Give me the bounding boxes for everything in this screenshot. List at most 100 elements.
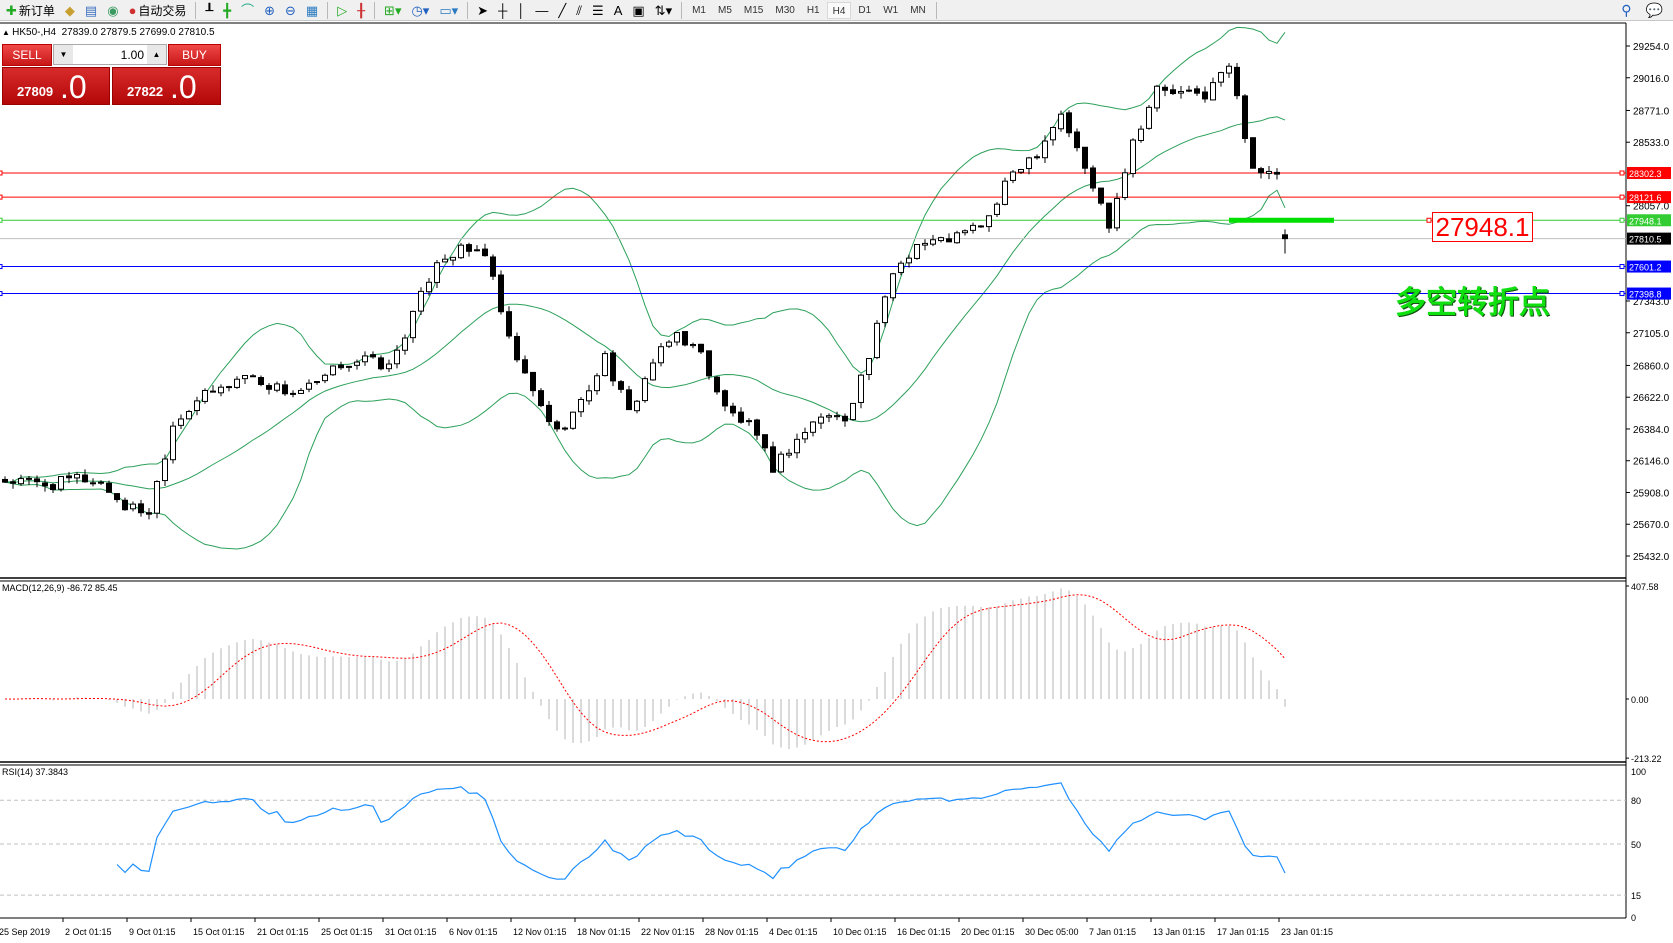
- timeframe-m1[interactable]: M1: [692, 4, 706, 16]
- price-label: 27810.5: [1629, 235, 1662, 245]
- bull-candle: [1138, 128, 1144, 141]
- periods-icon: ◷▾: [411, 2, 430, 18]
- level-price-label[interactable]: 27948.1: [1432, 212, 1533, 242]
- bear-candle: [90, 482, 96, 485]
- price-label: 28121.6: [1629, 193, 1662, 203]
- buy-price-big: .0: [170, 69, 197, 105]
- volume-input[interactable]: [73, 45, 147, 64]
- volume-increase-button[interactable]: ▲: [147, 45, 166, 64]
- timeframe-h1[interactable]: H1: [806, 4, 820, 16]
- bear-candle: [266, 385, 272, 390]
- toolbar: ✚ 新订单 ◆ ▤ ◉ ● 自动交易 ┸ ╋ ⌒ ⊕ ⊖ ▦ ▷ ╂ ⊞▾ ◷▾ ▭…: [0, 0, 1673, 21]
- bear-candle: [554, 421, 560, 430]
- cursor-button[interactable]: ➤: [473, 1, 492, 20]
- bear-candle: [1066, 112, 1072, 134]
- price-label-box: [1627, 191, 1671, 204]
- auto-trading-button[interactable]: ● 自动交易: [125, 1, 191, 20]
- bear-candle: [754, 419, 760, 436]
- bear-candle: [618, 381, 624, 390]
- line-anchor: [1619, 217, 1625, 223]
- buy-button[interactable]: BUY: [168, 44, 221, 66]
- bull-candle: [818, 416, 824, 424]
- bull-candle: [242, 374, 248, 380]
- bull-candle: [578, 398, 584, 413]
- crosshair-button[interactable]: ┼: [494, 1, 511, 20]
- chart-shift-button[interactable]: ▷: [333, 1, 351, 20]
- periods-button[interactable]: ◷▾: [407, 1, 433, 20]
- bull-candle: [458, 244, 464, 259]
- equidistant-channel-button[interactable]: ⫽: [572, 1, 586, 20]
- bear-candle: [610, 352, 616, 382]
- bear-candle: [34, 478, 40, 483]
- chat-icon[interactable]: 💬: [1645, 2, 1663, 18]
- indicators-button[interactable]: ⊞▾: [380, 1, 405, 20]
- bull-candle: [594, 375, 600, 392]
- text-label-icon: ▣: [632, 2, 645, 18]
- bear-candle: [466, 244, 472, 252]
- pivot-annotation-text[interactable]: 多空转折点: [1395, 285, 1550, 321]
- volume-stepper[interactable]: ▼ ▲: [53, 44, 167, 65]
- bull-candle: [914, 244, 920, 259]
- price-tick-label: 26860.0: [1633, 361, 1670, 372]
- macd-tick-label: 0.00: [1631, 695, 1649, 705]
- bull-candle: [1122, 172, 1128, 198]
- text-label-button[interactable]: ▣: [628, 1, 648, 20]
- market-watch-button[interactable]: ▤: [81, 1, 101, 20]
- line-chart-button[interactable]: ⌒: [237, 1, 258, 20]
- search-icon[interactable]: ⚲: [1621, 2, 1632, 18]
- fibonacci-button[interactable]: ☰: [588, 1, 608, 20]
- text-button[interactable]: A: [610, 1, 627, 20]
- bear-candle: [1170, 89, 1176, 95]
- bear-candle: [66, 475, 72, 479]
- arrows-button[interactable]: ⇅▾: [651, 1, 676, 20]
- chart-header-text: HK50-,H4 27839.0 27879.5 27699.0 27810.5: [12, 27, 215, 38]
- price-tick-label: 28771.0: [1633, 106, 1670, 117]
- timeframe-m15[interactable]: M15: [743, 4, 764, 16]
- timeframe-m30[interactable]: M30: [775, 4, 795, 16]
- horizontal-line-button[interactable]: —: [531, 1, 552, 20]
- bull-candle: [74, 473, 80, 479]
- text-icon: A: [613, 2, 623, 18]
- timeframe-w1[interactable]: W1: [883, 4, 899, 16]
- price-label-box: [1627, 214, 1671, 227]
- zoom-in-button[interactable]: ⊕: [260, 1, 279, 20]
- bear-candle: [490, 256, 496, 277]
- timeframe-d1[interactable]: D1: [858, 4, 872, 16]
- volume-decrease-button[interactable]: ▼: [54, 45, 73, 64]
- macd-label: MACD(12,26,9) -86.72 85.45: [2, 583, 118, 593]
- bear-candle: [42, 482, 48, 487]
- timeframe-h4[interactable]: H4: [826, 1, 852, 19]
- signals-button[interactable]: ◉: [103, 1, 122, 20]
- bear-candle: [1250, 137, 1256, 169]
- trendline-button[interactable]: ╱: [554, 1, 570, 20]
- time-tick-label: 10 Dec 01:15: [833, 927, 887, 937]
- macd-signal-line: [4, 594, 1286, 743]
- tile-windows-button[interactable]: ▦: [302, 1, 322, 20]
- collapse-triangle-icon[interactable]: ▲: [2, 28, 13, 37]
- sell-button[interactable]: SELL: [2, 44, 52, 66]
- bull-candle: [666, 341, 672, 347]
- bull-candle: [602, 353, 608, 377]
- bull-candle: [274, 383, 280, 391]
- time-tick-label: 17 Jan 01:15: [1217, 927, 1269, 937]
- bull-candle: [154, 481, 160, 514]
- buy-price-button[interactable]: 27822 .0: [112, 67, 221, 105]
- bear-candle: [1074, 131, 1080, 149]
- sell-price-button[interactable]: 27809 .0: [2, 67, 110, 105]
- vertical-line-button[interactable]: │: [513, 1, 529, 20]
- bear-candle: [10, 481, 16, 484]
- candlestick-button[interactable]: ╋: [219, 1, 235, 20]
- timeframe-mn[interactable]: MN: [910, 4, 926, 16]
- zoom-out-button[interactable]: ⊖: [281, 1, 300, 20]
- autoscroll-button[interactable]: ╂: [353, 1, 369, 20]
- timeframe-m5[interactable]: M5: [718, 4, 732, 16]
- templates-button[interactable]: ▭▾: [435, 1, 462, 20]
- metaeditor-button[interactable]: ◆: [61, 1, 79, 20]
- time-tick-label: 22 Nov 01:15: [641, 927, 695, 937]
- bull-candle: [794, 438, 800, 454]
- bar-chart-button[interactable]: ┸: [201, 1, 217, 20]
- bull-candle: [778, 453, 784, 473]
- bull-candle: [634, 400, 640, 412]
- new-order-button[interactable]: ✚ 新订单: [2, 1, 59, 20]
